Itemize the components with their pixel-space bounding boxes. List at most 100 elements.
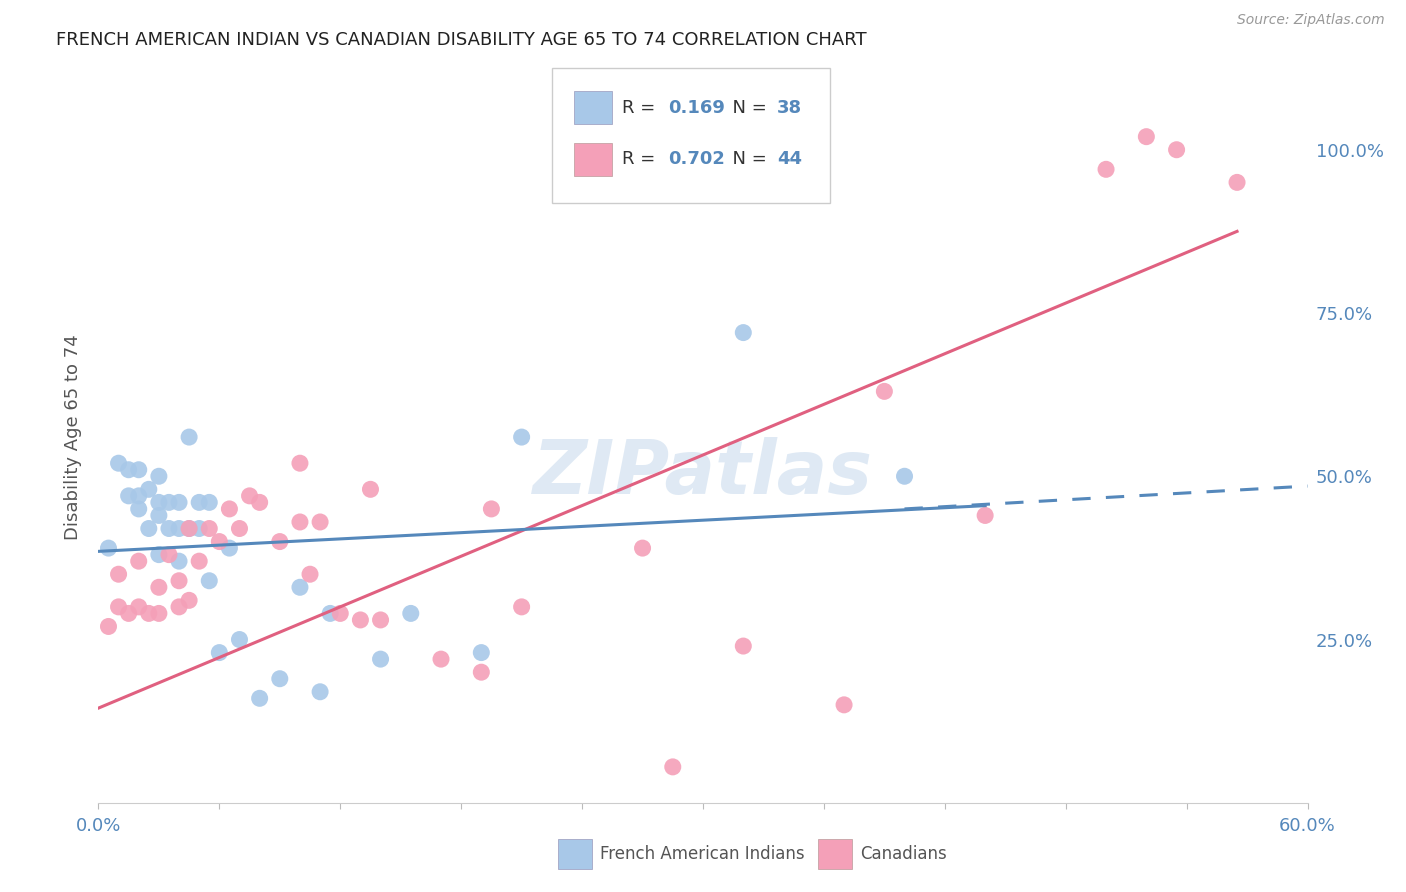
FancyBboxPatch shape bbox=[574, 92, 613, 124]
Point bbox=[179, 521, 201, 535]
Text: 44: 44 bbox=[776, 150, 801, 168]
Point bbox=[128, 489, 150, 503]
Point bbox=[1166, 143, 1188, 157]
Point bbox=[228, 632, 250, 647]
Point bbox=[481, 502, 503, 516]
Point bbox=[198, 521, 221, 535]
Text: Canadians: Canadians bbox=[860, 845, 946, 863]
Point bbox=[198, 495, 221, 509]
Text: FRENCH AMERICAN INDIAN VS CANADIAN DISABILITY AGE 65 TO 74 CORRELATION CHART: FRENCH AMERICAN INDIAN VS CANADIAN DISAB… bbox=[56, 31, 868, 49]
Point bbox=[167, 574, 190, 588]
Point bbox=[107, 567, 129, 582]
Point bbox=[873, 384, 896, 399]
Point bbox=[299, 567, 322, 582]
Text: N =: N = bbox=[721, 150, 773, 168]
Point bbox=[309, 685, 332, 699]
Point bbox=[893, 469, 915, 483]
Point bbox=[107, 599, 129, 614]
Point bbox=[188, 521, 211, 535]
Point bbox=[319, 607, 342, 621]
Point bbox=[179, 593, 201, 607]
Text: N =: N = bbox=[721, 99, 773, 117]
Point bbox=[288, 580, 311, 594]
Point bbox=[370, 652, 392, 666]
Text: ZIPatlas: ZIPatlas bbox=[533, 437, 873, 510]
Point bbox=[399, 607, 422, 621]
Point bbox=[97, 619, 120, 633]
Point bbox=[208, 534, 231, 549]
Point bbox=[167, 599, 190, 614]
Text: 0.702: 0.702 bbox=[668, 150, 725, 168]
Point bbox=[1226, 175, 1249, 189]
Point bbox=[733, 326, 755, 340]
Point bbox=[510, 430, 533, 444]
Point bbox=[128, 599, 150, 614]
Point bbox=[148, 495, 170, 509]
Point bbox=[157, 548, 180, 562]
Point bbox=[157, 521, 180, 535]
Point bbox=[118, 463, 141, 477]
Point bbox=[138, 521, 160, 535]
Point bbox=[1135, 129, 1157, 144]
Point bbox=[329, 607, 352, 621]
Point bbox=[148, 508, 170, 523]
Point bbox=[288, 456, 311, 470]
FancyBboxPatch shape bbox=[551, 68, 830, 203]
Point bbox=[288, 515, 311, 529]
Point bbox=[470, 665, 492, 680]
FancyBboxPatch shape bbox=[558, 839, 592, 869]
Point bbox=[179, 430, 201, 444]
Point bbox=[107, 456, 129, 470]
Y-axis label: Disability Age 65 to 74: Disability Age 65 to 74 bbox=[63, 334, 82, 540]
Point bbox=[349, 613, 371, 627]
FancyBboxPatch shape bbox=[818, 839, 852, 869]
Point bbox=[148, 580, 170, 594]
Point bbox=[118, 489, 141, 503]
Point bbox=[157, 495, 180, 509]
Text: Source: ZipAtlas.com: Source: ZipAtlas.com bbox=[1237, 13, 1385, 28]
Point bbox=[218, 502, 240, 516]
Point bbox=[228, 521, 250, 535]
Point bbox=[631, 541, 654, 555]
Text: R =: R = bbox=[621, 150, 661, 168]
Text: 0.169: 0.169 bbox=[668, 99, 725, 117]
Point bbox=[269, 534, 291, 549]
Point bbox=[188, 495, 211, 509]
Point bbox=[309, 515, 332, 529]
Point bbox=[167, 554, 190, 568]
Point bbox=[148, 607, 170, 621]
Point bbox=[128, 502, 150, 516]
Point bbox=[138, 607, 160, 621]
Point bbox=[1095, 162, 1118, 177]
Point bbox=[510, 599, 533, 614]
Point bbox=[167, 495, 190, 509]
Text: French American Indians: French American Indians bbox=[600, 845, 804, 863]
Point bbox=[239, 489, 262, 503]
Point bbox=[128, 554, 150, 568]
Point bbox=[269, 672, 291, 686]
Point bbox=[138, 483, 160, 497]
Point bbox=[430, 652, 453, 666]
Point bbox=[733, 639, 755, 653]
Point bbox=[208, 646, 231, 660]
Point bbox=[179, 521, 201, 535]
Point bbox=[249, 691, 271, 706]
Point bbox=[128, 463, 150, 477]
Point bbox=[661, 760, 683, 774]
Point bbox=[360, 483, 382, 497]
FancyBboxPatch shape bbox=[574, 143, 613, 176]
Point bbox=[249, 495, 271, 509]
Point bbox=[832, 698, 855, 712]
Text: R =: R = bbox=[621, 99, 661, 117]
Point bbox=[167, 521, 190, 535]
Point bbox=[97, 541, 120, 555]
Point bbox=[218, 541, 240, 555]
Point bbox=[370, 613, 392, 627]
Point bbox=[148, 469, 170, 483]
Text: 38: 38 bbox=[776, 99, 801, 117]
Point bbox=[198, 574, 221, 588]
Point bbox=[974, 508, 997, 523]
Point bbox=[148, 548, 170, 562]
Point bbox=[118, 607, 141, 621]
Point bbox=[470, 646, 492, 660]
